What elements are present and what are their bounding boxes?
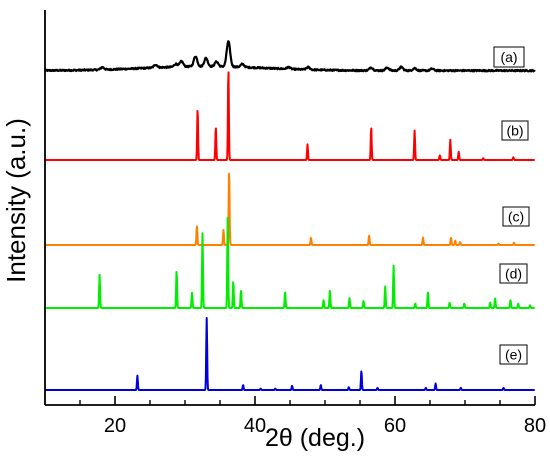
series-label: (b) — [506, 123, 523, 139]
x-tick-label: 40 — [244, 415, 266, 437]
x-tick-label: 60 — [384, 415, 406, 437]
series-layer — [44, 40, 536, 391]
x-tick-label: 20 — [104, 415, 126, 437]
series-label-box — [502, 206, 530, 227]
series-label-box — [501, 120, 529, 141]
series-line-c — [44, 172, 536, 246]
series-line-e — [44, 317, 536, 391]
series-labels: (a) (b) (c) (d) (e) — [493, 46, 530, 365]
series-label: (e) — [505, 347, 522, 363]
y-axis-title-box: Intensity (a.u.) — [0, 70, 31, 330]
series-label-box — [499, 344, 528, 365]
x-tick-label: 80 — [524, 415, 546, 437]
series-label: (d) — [505, 266, 522, 282]
x-axis-title: 2θ (deg.) — [264, 424, 366, 452]
y-axis-title: Intensity (a.u.) — [0, 117, 31, 283]
series-label-box — [499, 263, 528, 284]
x-ticks: 20 40 60 80 — [79, 396, 546, 437]
series-line-d — [44, 217, 536, 309]
series-label: (c) — [508, 209, 524, 225]
series-line-b — [44, 71, 536, 161]
series-label: (a) — [500, 49, 517, 65]
series-label-box — [493, 46, 525, 68]
series-line-a — [44, 40, 536, 73]
